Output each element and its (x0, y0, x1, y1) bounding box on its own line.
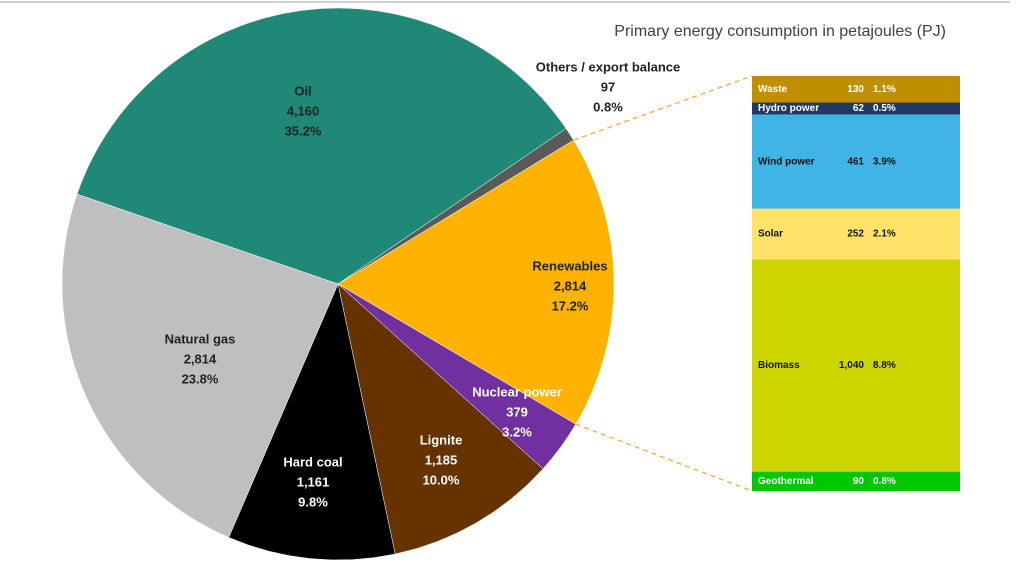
slice-share: 23.8% (182, 371, 219, 386)
slice-value: 1,185 (425, 452, 458, 467)
slice-value: 97 (601, 79, 615, 94)
slice-value: 379 (506, 404, 528, 419)
connector (573, 75, 753, 141)
slice-share: 9.8% (298, 494, 328, 509)
bar-value: 252 (847, 229, 864, 240)
slice-label: Nuclear power (472, 384, 562, 399)
pie-slice (61, 193, 339, 538)
bar-segment (752, 102, 960, 115)
slice-share: 17.2% (552, 298, 589, 313)
slice-value: 2,814 (184, 351, 217, 366)
pie-slice (337, 139, 615, 425)
bar-label: Hydro power (758, 103, 819, 114)
pie-slice (228, 283, 396, 561)
slice-value: 2,814 (554, 278, 587, 293)
connector (575, 423, 753, 492)
slice-label: Oil (294, 83, 311, 98)
slice-label: Others / export balance (536, 59, 681, 74)
slice-share: 3.2% (502, 424, 532, 439)
slice-label: Hard coal (283, 454, 342, 469)
pie-slice (337, 283, 544, 555)
bar-value: 62 (853, 103, 865, 114)
bar-share: 1.1% (873, 84, 896, 95)
bar-segment (752, 208, 960, 260)
slice-value: 1,161 (297, 474, 330, 489)
bar-segment (752, 471, 960, 491)
bar-segment (752, 259, 960, 472)
bar-label: Biomass (758, 360, 800, 371)
slice-share: 10.0% (423, 472, 460, 487)
bar-label: Geothermal (758, 476, 814, 487)
slice-share: 0.8% (593, 99, 623, 114)
bar-label: Waste (758, 84, 788, 95)
bar-label: Wind power (758, 156, 815, 167)
slice-value: 4,160 (287, 103, 320, 118)
bar-share: 8.8% (873, 360, 896, 371)
bar-share: 0.8% (873, 476, 896, 487)
bar-value: 1,040 (839, 360, 864, 371)
bar-share: 0.5% (873, 103, 896, 114)
slice-label: Natural gas (165, 331, 236, 346)
bar-segment (752, 76, 960, 103)
slice-label: Lignite (420, 432, 463, 447)
bar-value: 461 (847, 156, 864, 167)
pie-slice (76, 7, 567, 285)
bar-label: Solar (758, 229, 783, 240)
slice-share: 35.2% (285, 123, 322, 138)
bar-share: 2.1% (873, 229, 896, 240)
bar-share: 3.9% (873, 156, 896, 167)
chart-title: Primary energy consumption in petajoules… (614, 23, 946, 40)
bar-value: 90 (853, 476, 865, 487)
slice-label: Renewables (532, 258, 607, 273)
bar-segment (752, 114, 960, 209)
bar-value: 130 (847, 84, 864, 95)
